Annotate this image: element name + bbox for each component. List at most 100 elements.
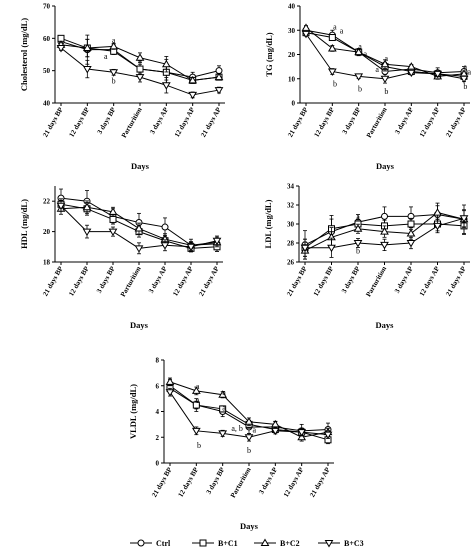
x-tick-label: 21 days AP (444, 264, 468, 297)
significance-label: a (464, 63, 468, 72)
series-ctrl (57, 188, 221, 252)
x-tick-label: 3 days BP (96, 105, 118, 135)
x-tick-label: 3 days BP (341, 105, 363, 135)
x-tick-label: 3 days AP (393, 105, 415, 135)
legend-item-ctrl: Ctrl (130, 539, 171, 548)
y-tick-label: 40 (288, 3, 296, 11)
circle-marker-icon (137, 539, 145, 547)
data-point (56, 45, 66, 53)
data-point (56, 202, 66, 211)
significance-label: a, b (231, 424, 243, 433)
series-bc3 (165, 387, 333, 442)
data-point (191, 386, 201, 394)
data-point (433, 70, 443, 79)
x-tick-label: 12 days AP (282, 465, 306, 498)
square-marker-icon (199, 539, 207, 547)
data-point (134, 245, 144, 253)
x-tick-label: 21 days AP (197, 264, 221, 297)
data-point (135, 53, 145, 61)
data-point (134, 224, 144, 232)
significance-label: a (356, 212, 360, 221)
x-tick-label: 21 days BP (41, 264, 65, 297)
data-point (108, 207, 118, 215)
legend-label: B+C3 (344, 539, 364, 548)
significance-label: b (463, 82, 467, 91)
data-point (135, 74, 145, 82)
data-point (244, 434, 254, 442)
data-point (136, 65, 144, 73)
series-bc3 (301, 30, 469, 84)
data-point (407, 220, 415, 228)
data-point (214, 72, 224, 81)
y-tick-label: 20 (288, 51, 296, 59)
data-point (108, 228, 118, 237)
y-tick-label: 10 (288, 75, 296, 83)
x-tick-label: 21 days BP (285, 264, 309, 297)
significance-label: b (197, 441, 201, 450)
significance-label: b (112, 76, 116, 85)
series-bc3 (56, 199, 222, 255)
series-bc2 (300, 205, 469, 260)
significance-label: b (358, 84, 362, 93)
x-tick-label: Parturition (120, 106, 144, 139)
y-tick-label: 70 (43, 3, 51, 11)
triangle-down-marker-icon (324, 540, 334, 548)
x-tick-label: Parturition (364, 265, 388, 298)
x-tick-label: 21 days BP (150, 465, 174, 498)
x-tick-label: 12 days BP (177, 465, 201, 498)
y-tick-label: 28 (287, 240, 295, 248)
data-point (380, 241, 389, 250)
data-point (244, 417, 254, 425)
data-point (459, 215, 469, 223)
y-tick-label: 6 (156, 382, 160, 390)
x-tick-label: 21 days BP (286, 105, 310, 138)
data-point (82, 43, 92, 52)
x-tick-label: 3 days BP (205, 465, 227, 495)
data-point (301, 23, 311, 31)
legend: Ctrl B+C1 B+C2 B+C3 (130, 538, 364, 548)
data-point (381, 212, 388, 220)
series-bc3 (56, 45, 224, 100)
hdl-chart: 18 20 22 21 days BP 12 days BP 3 days BP Partu… (19, 186, 223, 330)
x-tick-label: 3 days BP (95, 264, 117, 294)
data-point (297, 429, 307, 437)
triangle-up-marker-icon (260, 538, 270, 546)
significance-label: a (196, 396, 200, 405)
data-point (109, 215, 117, 223)
significance-label: a (375, 65, 379, 74)
x-tick-label: 12 days BP (313, 105, 337, 138)
data-point (218, 430, 228, 438)
significance-label: a (467, 67, 471, 76)
legend-item-bc3: B+C3 (318, 539, 364, 548)
data-point (82, 202, 92, 211)
significance-label: a (363, 49, 367, 58)
data-point (192, 401, 200, 409)
data-point (354, 47, 364, 56)
ldl-chart: 26 28 30 32 34 21 days BP 12 days BP 3 days BP P… (263, 183, 470, 330)
data-point (380, 75, 390, 84)
legend-label: B+C1 (218, 539, 238, 548)
x-tick-label: 3 days AP (148, 105, 170, 135)
x-tick-label: 12 days BP (312, 264, 336, 297)
y-tick-label: 30 (288, 27, 296, 35)
significance-label: a (112, 36, 116, 45)
legend-item-bc2: B+C2 (254, 538, 300, 548)
y-tick-label: 22 (43, 198, 51, 206)
data-point (165, 389, 175, 397)
x-tick-label: 21 days AP (199, 105, 223, 138)
x-tick-label: 12 days AP (418, 264, 442, 297)
cholesterol-chart: 40 50 60 70 21 days BP 12 days BP 3 days BP Par… (19, 3, 225, 171)
significance-label: a (104, 52, 108, 61)
data-point (218, 390, 228, 398)
data-point (165, 377, 175, 385)
data-point (161, 59, 171, 68)
y-axis-title: LDL (mg/dL) (263, 199, 273, 248)
x-tick-label: 21 days AP (444, 105, 468, 138)
data-point (354, 73, 364, 81)
data-point (270, 419, 280, 428)
y-axis-title: TG (mg/dL) (264, 32, 274, 76)
x-axis-title: Days (376, 320, 395, 330)
y-tick-label: 60 (43, 35, 51, 43)
y-tick-label: 40 (43, 100, 51, 108)
tg-chart: 0 10 20 30 40 21 days BP 12 days BP 3 days BP Pa… (264, 3, 471, 172)
